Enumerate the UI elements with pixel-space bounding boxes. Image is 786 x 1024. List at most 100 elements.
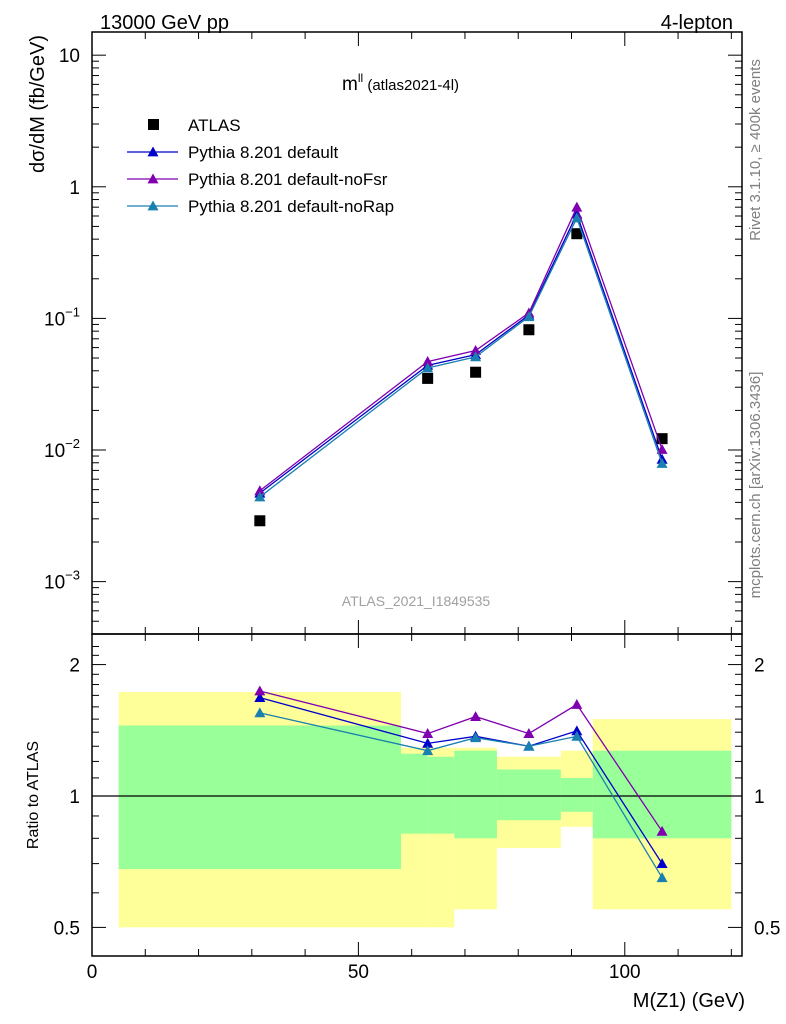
legend-marker (147, 200, 159, 211)
main-point (571, 201, 583, 212)
xtick-label: 50 (348, 962, 369, 983)
main-point (656, 443, 668, 454)
main-point (571, 212, 583, 223)
plot-title: mll (atlas2021-4l) (342, 71, 459, 95)
main-ytick-label: 10−2 (44, 436, 80, 462)
tick-mantissa: 10 (59, 46, 80, 67)
main-ytick-label: 10−1 (44, 304, 80, 330)
ratio-point (656, 825, 668, 836)
tick-exponent: −2 (65, 436, 80, 451)
ratio-series-line (259, 690, 663, 832)
main-ytick-label: 10−3 (44, 568, 80, 594)
main-series-line (259, 205, 663, 492)
data-point (656, 433, 668, 445)
ratio-point (523, 740, 535, 751)
xlabel: M(Z1) (GeV) (633, 990, 745, 1012)
ratio-ytick-label-left: 0.5 (54, 918, 80, 939)
ratio-point (656, 872, 668, 883)
ratio-point (571, 699, 583, 709)
band-green-6 (592, 750, 732, 839)
main-point (254, 491, 266, 502)
xtick-label: 100 (609, 962, 641, 983)
ratio-ytick-label-right: 1 (754, 787, 765, 808)
main-series-line (259, 212, 663, 494)
main-series-0 (254, 228, 668, 527)
legend-marker (147, 173, 159, 184)
tick-exponent: −3 (65, 568, 80, 583)
band-green-2 (427, 756, 455, 834)
title-main: m (342, 74, 358, 95)
ratio-point (656, 858, 668, 869)
ratio-point (571, 730, 583, 741)
ratio-series-2 (254, 707, 668, 883)
legend-label: Pythia 8.201 default-noRap (188, 197, 394, 216)
rivet-label: Rivet 3.1.10, ≥ 400k events (747, 59, 764, 241)
ratio-point (422, 737, 434, 748)
ratio-point (254, 707, 266, 718)
band-green-4 (496, 769, 561, 821)
tick-exponent: −1 (65, 304, 80, 319)
main-series-3 (254, 212, 668, 502)
main-point (254, 485, 266, 496)
legend-label: Pythia 8.201 default (188, 143, 339, 162)
main-point (470, 345, 482, 355)
ratio-point (422, 745, 434, 756)
legend-label: ATLAS (188, 116, 241, 135)
legend-entry-0: ATLAS (148, 116, 241, 135)
ratio-frame (91, 633, 743, 957)
ratio-point (254, 692, 266, 703)
main-series-line (259, 216, 663, 498)
main-point (656, 457, 668, 468)
title-sup: ll (358, 71, 363, 85)
tick-mantissa: 10 (44, 309, 65, 330)
legend-entry-1: Pythia 8.201 default (127, 143, 339, 162)
ratio-series-1 (254, 685, 668, 836)
band-green-3 (454, 750, 497, 839)
tick-mantissa: 1 (69, 178, 80, 199)
legend-label: Pythia 8.201 default-noFsr (188, 170, 388, 189)
legend: ATLAS Pythia 8.201 default Pythia 8.201 de… (127, 116, 394, 216)
ratio-ytick-label-right: 0.5 (754, 918, 780, 939)
ratio-series-line (259, 712, 663, 878)
ratio-series-line (259, 697, 663, 864)
legend-entry-3: Pythia 8.201 default-noRap (127, 197, 394, 216)
legend-marker (147, 146, 159, 157)
beam-label: 13000 GeV pp (100, 12, 229, 34)
ratio-point (571, 725, 583, 736)
main-point (470, 351, 482, 362)
main-ytick-label: 1 (69, 178, 80, 199)
data-point (523, 324, 535, 336)
legend-marker (148, 119, 159, 130)
data-point (422, 372, 434, 384)
main-point (422, 362, 434, 373)
band-green-0 (118, 725, 402, 870)
analysis-watermark: ATLAS_2021_I1849535 (342, 593, 491, 609)
band-green-1 (401, 753, 428, 834)
ratio-point (470, 711, 482, 722)
xtick-label: 0 (87, 962, 98, 983)
title-sub: (atlas2021-4l) (363, 77, 459, 94)
ratio-ytick-label-left: 1 (69, 787, 80, 808)
ratio-point (254, 685, 266, 696)
mcplots-label: mcplots.cern.ch [arXiv:1306.3436] (747, 372, 764, 599)
main-series-2 (254, 201, 668, 496)
legend-entry-2: Pythia 8.201 default-noFsr (127, 170, 388, 189)
main-point (422, 356, 434, 366)
ratio-series (254, 685, 668, 883)
ratio-point (523, 728, 535, 738)
main-ylabel: dσ/dM (fb/GeV) (27, 35, 49, 173)
ratio-ylabel: Ratio to ATLAS (25, 741, 42, 849)
main-ytick-label: 10 (59, 46, 80, 67)
ratio-point (470, 732, 482, 743)
tick-mantissa: 10 (44, 573, 65, 594)
uncertainty-bands (118, 692, 732, 928)
data-point (571, 228, 583, 240)
ratio-ytick-label-right: 2 (754, 656, 765, 677)
main-point (523, 311, 535, 322)
ratio-ytick-label-left: 2 (69, 656, 80, 677)
data-point (470, 366, 482, 378)
tick-mantissa: 10 (44, 441, 65, 462)
process-label: 4-lepton (661, 12, 733, 34)
